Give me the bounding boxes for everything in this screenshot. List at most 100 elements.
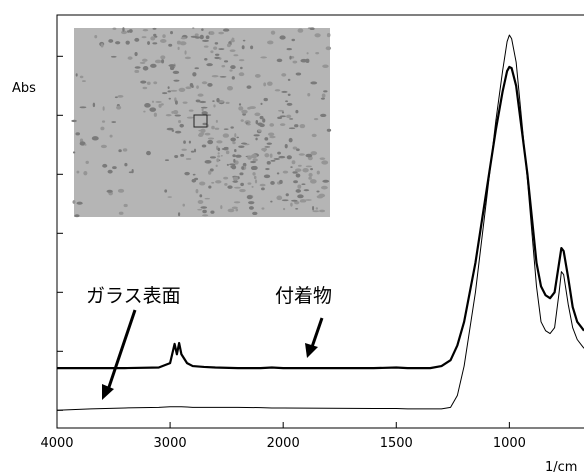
speckle — [140, 80, 147, 84]
speckle — [214, 127, 220, 130]
speckle — [255, 137, 258, 141]
speckle — [321, 160, 329, 165]
speckle — [200, 106, 208, 109]
arrow — [310, 317, 324, 348]
speckle — [312, 210, 320, 213]
speckle — [217, 152, 220, 155]
speckle — [158, 103, 162, 108]
speckle — [241, 45, 245, 50]
speckle — [207, 137, 215, 140]
speckle — [223, 60, 229, 63]
speckle — [71, 119, 77, 123]
speckle — [194, 177, 199, 181]
speckle — [247, 182, 252, 185]
speckle — [201, 28, 204, 32]
speckle — [179, 41, 187, 46]
speckle — [225, 150, 230, 155]
speckle — [142, 58, 148, 62]
speckle — [110, 55, 117, 58]
speckle — [216, 97, 220, 103]
speckle — [240, 182, 244, 187]
speckle — [319, 209, 326, 213]
speckle — [294, 200, 300, 205]
speckle — [134, 51, 138, 57]
speckle — [199, 181, 206, 186]
speckle — [188, 140, 191, 144]
speckle — [124, 162, 128, 167]
speckle — [225, 101, 230, 105]
speckle — [239, 188, 246, 193]
speckle — [202, 214, 209, 217]
speckle — [281, 90, 288, 93]
speckle — [100, 126, 105, 131]
speckle — [240, 66, 243, 70]
speckle — [164, 189, 168, 193]
speckle — [192, 72, 197, 77]
speckle — [177, 119, 182, 124]
speckle — [134, 37, 140, 42]
speckle — [214, 42, 219, 45]
speckle — [202, 39, 209, 43]
annotation: ガラス表面 — [86, 285, 181, 307]
speckle — [112, 27, 117, 30]
speckle — [321, 185, 328, 190]
speckle — [207, 139, 214, 145]
speckle — [202, 122, 208, 126]
speckle — [196, 85, 199, 89]
speckle — [319, 157, 326, 160]
speckle — [296, 148, 300, 152]
speckle — [102, 106, 105, 111]
speckle — [246, 195, 253, 200]
speckle — [282, 207, 286, 211]
speckle — [211, 125, 215, 130]
speckle — [250, 153, 258, 159]
speckle — [241, 142, 248, 145]
speckle — [305, 165, 312, 168]
speckle — [115, 41, 121, 45]
speckle — [106, 189, 113, 193]
speckle — [281, 199, 289, 202]
speckle — [134, 66, 141, 69]
speckle — [232, 176, 239, 181]
speckle — [142, 66, 149, 71]
speckle — [194, 67, 199, 70]
speckle — [299, 124, 306, 129]
speckle — [227, 185, 233, 189]
speckle — [185, 86, 192, 90]
speckle — [287, 93, 291, 96]
speckle — [310, 81, 318, 85]
speckle — [215, 180, 222, 184]
speckle — [247, 106, 252, 110]
speckle — [188, 109, 194, 112]
speckle — [284, 143, 288, 149]
speckle — [141, 36, 147, 39]
speckle — [107, 169, 113, 174]
speckle — [213, 46, 218, 50]
speckle — [185, 158, 192, 160]
speckle — [238, 103, 242, 106]
speckle — [242, 39, 246, 42]
speckle — [166, 127, 174, 131]
speckle — [122, 27, 125, 32]
speckle — [235, 154, 242, 158]
series-line — [57, 65, 584, 370]
speckle — [180, 153, 185, 157]
speckle — [198, 129, 205, 132]
speckle — [238, 145, 245, 148]
speckle — [279, 179, 283, 185]
speckle — [174, 100, 178, 105]
speckle — [295, 189, 301, 193]
speckle — [270, 181, 275, 185]
arrow-head — [305, 343, 318, 358]
speckle — [294, 168, 302, 172]
speckle — [252, 165, 258, 171]
speckle — [127, 56, 133, 60]
speckle — [128, 171, 133, 174]
speckle — [76, 201, 83, 205]
x-tick-label: 3000 — [154, 436, 187, 451]
speckle — [152, 27, 157, 30]
speckle — [151, 100, 155, 103]
speckle — [259, 115, 264, 120]
speckle — [216, 140, 223, 144]
arrow — [106, 309, 137, 391]
